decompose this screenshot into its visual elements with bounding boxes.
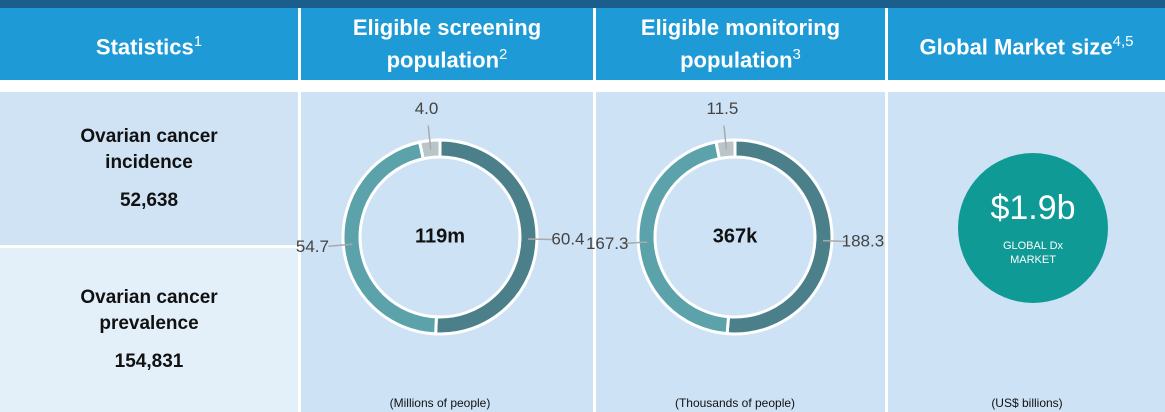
header-text: Global Market size xyxy=(919,34,1113,60)
market-label: MARKET xyxy=(1010,254,1056,266)
caption: (Thousands of people) xyxy=(675,396,795,410)
stat-value: 52,638 xyxy=(119,189,179,211)
header-cell: Eligible screening population2 xyxy=(301,8,593,80)
header-text: Eligible screening population xyxy=(352,15,542,73)
stat-value: 154,831 xyxy=(114,351,184,372)
caption: (Millions of people) xyxy=(390,396,491,410)
header-sup: 4,5 xyxy=(1112,32,1134,50)
header-text: Eligible monitoring population xyxy=(640,15,841,73)
market-label: GLOBAL Dx xyxy=(1003,240,1064,252)
stat-cell: Ovarian cancer incidence 52,638 xyxy=(0,92,298,245)
data-label: 60.4 xyxy=(551,229,584,248)
leader-line xyxy=(623,241,648,245)
leader-line xyxy=(427,125,432,150)
data-label: 54.7 xyxy=(296,237,329,256)
market-value: $1.9b xyxy=(990,189,1075,227)
header-sup: 3 xyxy=(792,46,801,64)
stat-label: Ovarian cancer incidence xyxy=(80,125,218,173)
donut-segment xyxy=(714,138,737,161)
header-sup: 2 xyxy=(499,46,508,64)
leader-line xyxy=(527,238,552,241)
header-text: Statistics xyxy=(95,34,194,60)
caption: (US$ billions) xyxy=(991,396,1062,410)
leader-line xyxy=(822,239,847,243)
data-label: 11.5 xyxy=(707,99,739,118)
center-label: 367k xyxy=(713,225,758,247)
header-sup: 1 xyxy=(193,32,203,50)
stat-label: Ovarian cancer prevalence xyxy=(80,287,218,334)
data-label: 4.0 xyxy=(415,99,439,118)
data-label: 167.3 xyxy=(586,234,629,253)
top-bar xyxy=(0,0,1165,8)
donut-segment xyxy=(417,138,442,161)
center-label: 119m xyxy=(415,225,465,247)
market-circle xyxy=(958,153,1108,303)
leader-line xyxy=(723,125,728,150)
header-cell: Statistics1 xyxy=(0,8,298,80)
stat-cell: Ovarian cancer prevalence 154,831 xyxy=(0,248,298,412)
leader-line xyxy=(328,243,353,248)
header-cell: Global Market size4,5 xyxy=(888,8,1165,80)
header-cell: Eligible monitoring population3 xyxy=(596,8,885,80)
data-label: 188.3 xyxy=(842,232,885,251)
